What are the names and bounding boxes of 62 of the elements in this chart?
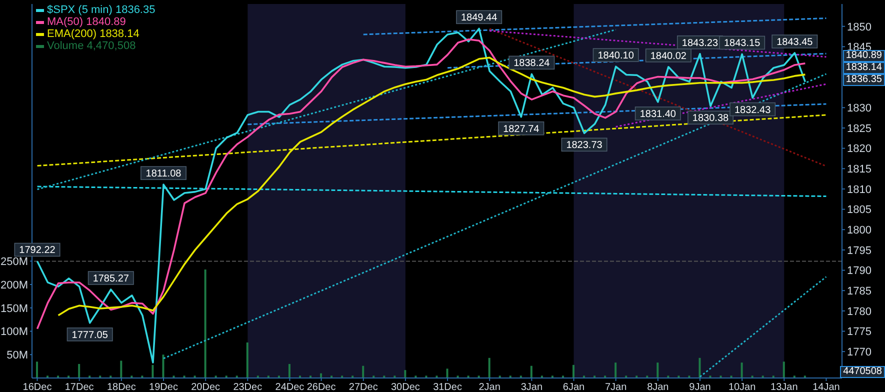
x-tick-label: 14Jan [812, 382, 840, 392]
annotation: 1843.15 [724, 38, 761, 50]
y2-tick-label: 150M [0, 302, 28, 315]
y2-tick-label: 200M [0, 279, 28, 292]
y-tick-label: 1820 [847, 143, 872, 156]
x-tick-label: 20Dec [191, 382, 220, 392]
x-tick-label: 10Jan [728, 382, 756, 392]
x-tick-label: 26Dec [306, 382, 336, 392]
y-tick-label: 1825 [847, 122, 872, 135]
y-tick-label: 1780 [847, 306, 872, 318]
annotation: 1849.44 [461, 12, 498, 24]
y-tick-label: 1830 [847, 102, 872, 115]
annotation: 1831.40 [640, 108, 676, 120]
annotation: 1785.27 [92, 274, 130, 284]
x-tick-label: 3Jan [520, 382, 543, 392]
y-tick-label: 1795 [847, 244, 872, 257]
annotation: 1843.23 [682, 38, 718, 49]
x-tick-label: 17Dec [64, 382, 94, 392]
y-tick-label: 1850 [847, 21, 872, 34]
y-tick-label: 1785 [847, 286, 872, 298]
x-tick-label: 2Jan [478, 382, 500, 392]
x-tick-label: 31Dec [433, 382, 462, 392]
y-tick-label: 1775 [847, 326, 872, 338]
text: 1838.14 [842, 62, 885, 74]
x-tick-label: 24Dec [275, 382, 304, 392]
x-tick-label: 19Dec [149, 382, 178, 392]
y-tick-label: 1805 [847, 204, 872, 216]
y-tick-label: 1770 [847, 346, 872, 358]
x-tick-label: 27Dec [348, 382, 378, 392]
x-tick-label: 23Dec [233, 382, 262, 392]
annotation: 1843.45 [776, 36, 814, 48]
annotation: 1823.73 [566, 140, 603, 152]
text: 4470508 [840, 366, 885, 378]
y-tick-label: 1800 [847, 224, 872, 237]
text: 1836.35 [842, 74, 885, 86]
x-tick-label: 8Jan [647, 382, 669, 392]
legend-label: MA(50) 1840.89 [47, 16, 126, 28]
annotation: 1792.22 [19, 245, 56, 256]
x-tick-label: 13Jan [770, 382, 798, 392]
x-tick-label: 30Dec [390, 382, 420, 392]
annotation: 1811.08 [146, 168, 182, 180]
x-tick-label: 18Dec [106, 382, 136, 392]
annotation: 1840.02 [650, 50, 687, 62]
x-tick-label: 16Dec [22, 382, 52, 392]
y2-tick-label: 50M [6, 350, 28, 362]
y-tick-label: 1810 [847, 184, 872, 196]
y-tick-label: 1815 [847, 164, 872, 176]
x-tick-label: 7Jan [604, 382, 627, 392]
y-tick-label: 1790 [847, 265, 872, 278]
annotation: 1838.24 [514, 58, 550, 70]
y2-tick-label: 100M [0, 326, 28, 338]
legend-label: $SPX (5 min) 1836.35 [47, 4, 156, 16]
annotation: 1832.43 [734, 104, 772, 116]
x-tick-label: 6Jan [562, 382, 585, 392]
legend-label: EMA(200) 1838.14 [47, 28, 140, 40]
annotation: 1827.74 [503, 124, 540, 135]
annotation: 1777.05 [72, 330, 108, 341]
annotation: 1840.10 [598, 50, 634, 62]
x-tick-label: 9Jan [689, 382, 711, 392]
legend-label: Volume 4,470,508 [47, 40, 136, 52]
y2-tick-label: 250M [0, 256, 28, 268]
annotation: 1830.38 [692, 113, 730, 124]
